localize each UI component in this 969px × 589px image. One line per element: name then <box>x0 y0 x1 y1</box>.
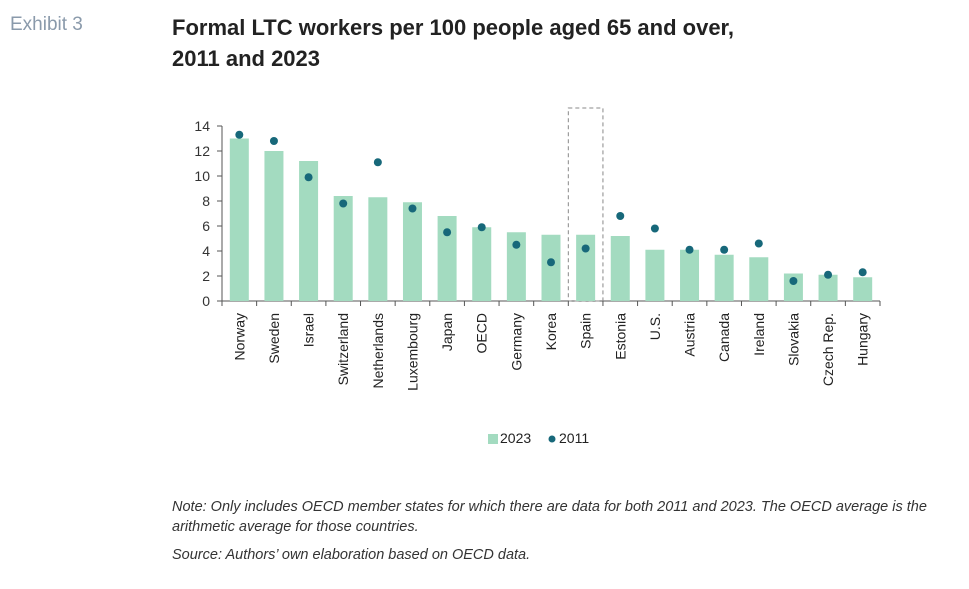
dot-2011 <box>269 137 278 145</box>
y-tick-label: 6 <box>202 218 210 234</box>
bar-2023 <box>783 273 803 301</box>
bar-2023 <box>853 277 873 301</box>
bar-2023 <box>229 138 249 301</box>
bar-chart: 0 2 4 6 8 10 12 14 Norway Sweden Israel Switzerland… <box>194 107 881 446</box>
dot-2011 <box>650 224 659 233</box>
y-tick-label: 14 <box>194 118 210 134</box>
category-label: Canada <box>716 313 732 362</box>
dot-2011 <box>754 239 763 248</box>
category-label: Sweden <box>266 313 282 364</box>
category-label: Austria <box>682 313 698 357</box>
y-tick-label: 2 <box>202 268 210 284</box>
chart-title: Formal LTC workers per 100 people aged 6… <box>172 12 872 74</box>
dot-2011 <box>547 258 555 267</box>
bar-2023 <box>333 196 353 301</box>
category-label: Israel <box>301 313 317 347</box>
category-label: Japan <box>439 313 455 351</box>
bar-2023 <box>402 202 422 301</box>
y-tick-label: 0 <box>202 293 210 309</box>
dot-2011 <box>443 228 452 237</box>
category-label: U.S. <box>647 313 663 340</box>
bar-2023 <box>541 234 561 301</box>
bar-2023 <box>645 249 665 301</box>
chart-title-line1: Formal LTC workers per 100 people aged 6… <box>172 15 735 40</box>
exhibit-label: Exhibit 3 <box>10 14 83 35</box>
bar-2023 <box>714 254 734 301</box>
dot-2011 <box>304 173 313 182</box>
bar-2023 <box>818 274 838 301</box>
chart-note: Note: Only includes OECD member states f… <box>172 499 927 535</box>
dot-2011 <box>824 270 833 279</box>
bar-2023 <box>368 197 388 301</box>
legend-dot-2011 <box>548 435 556 443</box>
dot-2011 <box>581 244 590 253</box>
bar-2023 <box>472 227 492 301</box>
dot-2011 <box>477 223 486 232</box>
chart-source: Source: Authors’ own elaboration based o… <box>172 547 531 563</box>
dot-2011 <box>720 245 729 254</box>
bar-2023 <box>264 151 284 301</box>
bar-2023 <box>576 234 596 301</box>
category-label: Germany <box>508 313 524 371</box>
dot-2011 <box>339 199 348 208</box>
legend-label-2011: 2011 <box>559 430 589 446</box>
bar-2023 <box>680 249 700 301</box>
dot-2011 <box>373 158 382 167</box>
category-label: Switzerland <box>335 313 351 385</box>
bar-2023 <box>437 216 457 301</box>
legend-swatch-2023 <box>488 434 498 444</box>
category-label: Czech Rep. <box>820 313 836 386</box>
chart-title-line2: 2011 and 2023 <box>172 46 321 71</box>
bar-2023 <box>506 232 526 301</box>
category-label: Ireland <box>751 313 767 356</box>
legend-label-2023: 2023 <box>500 430 531 446</box>
y-tick-label: 4 <box>202 243 210 259</box>
y-tick-label: 12 <box>194 143 210 159</box>
y-tick-label: 10 <box>194 168 210 184</box>
bar-2023 <box>749 257 769 301</box>
dot-2011 <box>512 240 521 249</box>
bar-2023 <box>299 161 319 301</box>
y-tick-label: 8 <box>202 193 210 209</box>
category-label: Hungary <box>855 313 871 366</box>
dot-2011 <box>235 130 244 139</box>
dot-2011 <box>858 268 867 277</box>
highlight-box-spain <box>567 107 604 302</box>
category-label: Korea <box>543 313 559 351</box>
dot-2011 <box>685 245 694 254</box>
dot-2011 <box>616 212 625 220</box>
bar-2023 <box>610 236 630 301</box>
category-label: Luxembourg <box>404 313 420 391</box>
category-label: Slovakia <box>785 313 801 366</box>
category-label: Spain <box>578 313 594 349</box>
category-label: Netherlands <box>370 313 386 389</box>
category-label: Norway <box>231 313 247 360</box>
dot-2011 <box>789 277 798 285</box>
category-label: Estonia <box>612 313 628 360</box>
dot-2011 <box>408 204 417 213</box>
category-label: OECD <box>474 313 490 353</box>
